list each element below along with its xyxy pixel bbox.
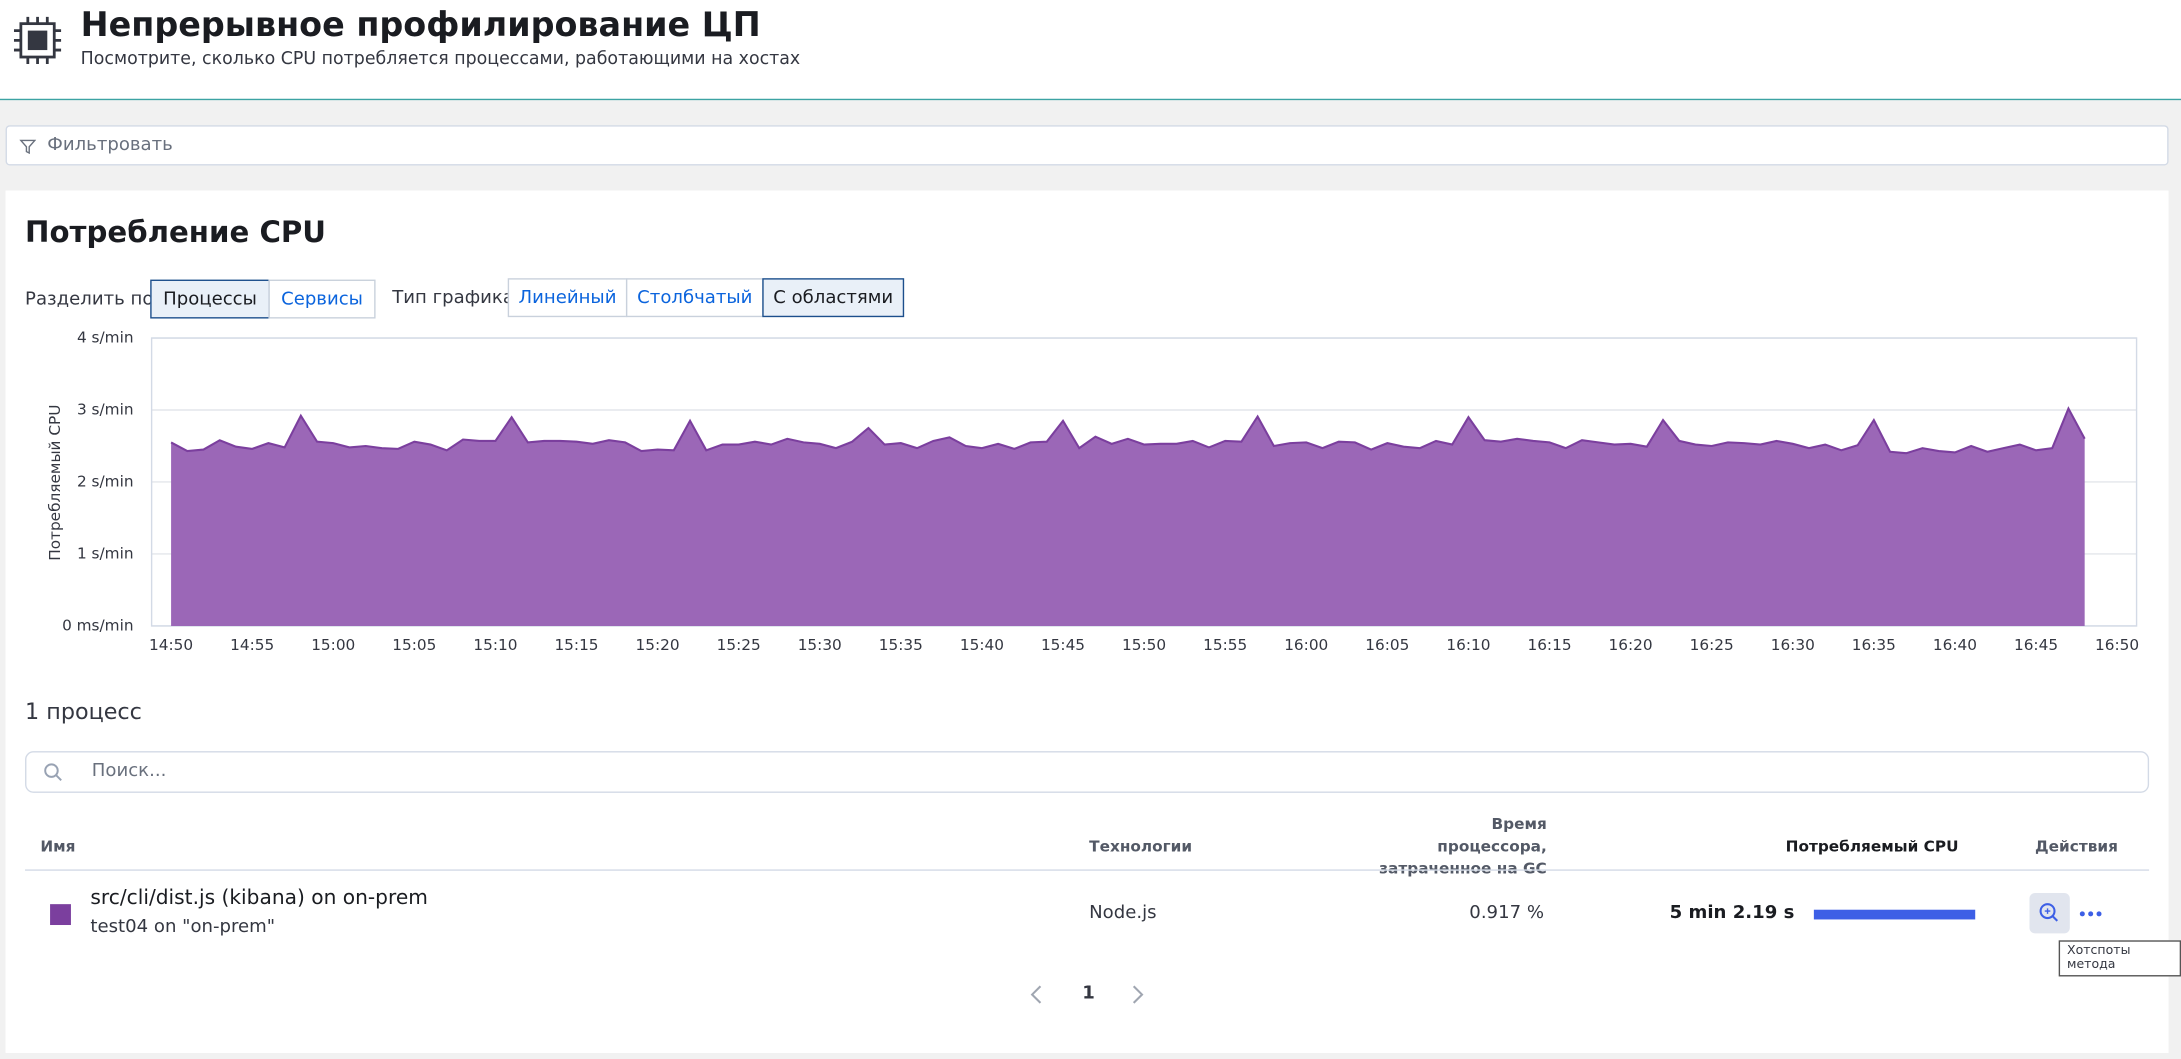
x-tick-label: 15:35 xyxy=(879,636,923,654)
x-tick-label: 16:05 xyxy=(1365,636,1409,654)
x-tick-label: 16:35 xyxy=(1852,636,1896,654)
x-tick-label: 16:10 xyxy=(1446,636,1490,654)
hotspots-button[interactable] xyxy=(2029,893,2070,934)
x-tick-label: 16:50 xyxy=(2095,636,2139,654)
x-tick-label: 16:25 xyxy=(1690,636,1734,654)
x-tick-label: 16:30 xyxy=(1771,636,1815,654)
area xyxy=(171,408,2085,626)
x-tick-label: 15:55 xyxy=(1203,636,1247,654)
prev-page[interactable] xyxy=(1029,985,1043,1004)
split-label: Разделить по: xyxy=(25,289,160,311)
x-tick-label: 14:50 xyxy=(149,636,193,654)
x-tick-label: 16:00 xyxy=(1284,636,1328,654)
filter-placeholder: Фильтровать xyxy=(47,134,173,156)
split-button[interactable]: Процессы xyxy=(150,279,270,319)
x-tick-label: 16:45 xyxy=(2014,636,2058,654)
column-header[interactable]: Технологии xyxy=(1089,837,1193,856)
y-tick-label: 3 s/min xyxy=(77,400,134,418)
process-name[interactable]: src/cli/dist.js (kibana) on on-prem xyxy=(90,887,428,910)
tooltip: Хотспоты метода xyxy=(2058,940,2181,977)
chart-type-button[interactable]: Линейный xyxy=(507,278,628,318)
chart-type-label: Тип графика: xyxy=(392,287,521,309)
series-swatch xyxy=(50,904,71,926)
split-button[interactable]: Сервисы xyxy=(268,279,376,319)
column-header[interactable]: Имя xyxy=(40,837,76,856)
search-input[interactable]: Поиск... xyxy=(25,751,2150,793)
column-header[interactable]: Потребляемый CPU xyxy=(1785,837,1959,856)
cpu-value: 5 min 2.19 s xyxy=(1669,902,1795,924)
y-tick-label: 0 ms/min xyxy=(62,616,133,634)
y-tick-label: 4 s/min xyxy=(77,329,134,347)
x-tick-label: 15:50 xyxy=(1122,636,1166,654)
x-tick-label: 15:30 xyxy=(798,636,842,654)
column-header: Действия xyxy=(2035,837,2118,856)
more-actions[interactable] xyxy=(2078,907,2103,921)
x-tick-label: 15:25 xyxy=(717,636,761,654)
page-title: Непрерывное профилирование ЦП xyxy=(80,5,761,45)
area-line xyxy=(170,406,2086,455)
search-placeholder: Поиск... xyxy=(91,760,167,782)
y-tick-label: 1 s/min xyxy=(77,544,134,562)
chart-type-button[interactable]: С областями xyxy=(762,278,905,318)
gc-time: 0.917 % xyxy=(1469,902,1545,924)
x-tick-label: 16:15 xyxy=(1527,636,1571,654)
page-subtitle: Посмотрите, сколько CPU потребляется про… xyxy=(80,47,801,69)
next-page[interactable] xyxy=(1131,985,1145,1004)
chart-type-button[interactable]: Столбчатый xyxy=(625,278,764,318)
filter-input[interactable]: Фильтровать xyxy=(5,125,2169,166)
filter-icon xyxy=(19,139,37,155)
zoom-icon xyxy=(2039,903,2059,922)
search-icon xyxy=(44,763,62,782)
x-tick-label: 14:55 xyxy=(230,636,274,654)
column-header[interactable]: Время процессора, затраченное на GC xyxy=(1379,815,1547,878)
x-tick-label: 16:40 xyxy=(1933,636,1977,654)
x-tick-label: 15:05 xyxy=(392,636,436,654)
process-count: 1 процесс xyxy=(25,698,142,725)
x-tick-label: 15:00 xyxy=(311,636,355,654)
x-tick-label: 15:45 xyxy=(1041,636,1085,654)
row-divider xyxy=(25,869,2150,871)
y-tick-label: 2 s/min xyxy=(77,472,134,490)
x-tick-label: 15:15 xyxy=(554,636,598,654)
cpu-icon xyxy=(13,16,62,64)
page-number[interactable]: 1 xyxy=(1082,983,1095,1005)
process-host: test04 on "on-prem" xyxy=(90,916,276,938)
panel-title: Потребление CPU xyxy=(25,215,327,249)
x-tick-label: 15:20 xyxy=(636,636,680,654)
x-tick-label: 15:10 xyxy=(473,636,517,654)
process-technology: Node.js xyxy=(1089,902,1157,924)
x-tick-label: 15:40 xyxy=(960,636,1004,654)
chart: Потребляемый CPU 0 ms/min 1 s/min 2 s/min 3… xyxy=(46,329,2139,654)
x-tick-label: 16:20 xyxy=(1609,636,1653,654)
cpu-bar xyxy=(1813,909,1976,920)
y-axis-title: Потребляемый CPU xyxy=(46,405,64,561)
header: Непрерывное профилирование ЦП Посмотрите… xyxy=(0,0,2181,101)
